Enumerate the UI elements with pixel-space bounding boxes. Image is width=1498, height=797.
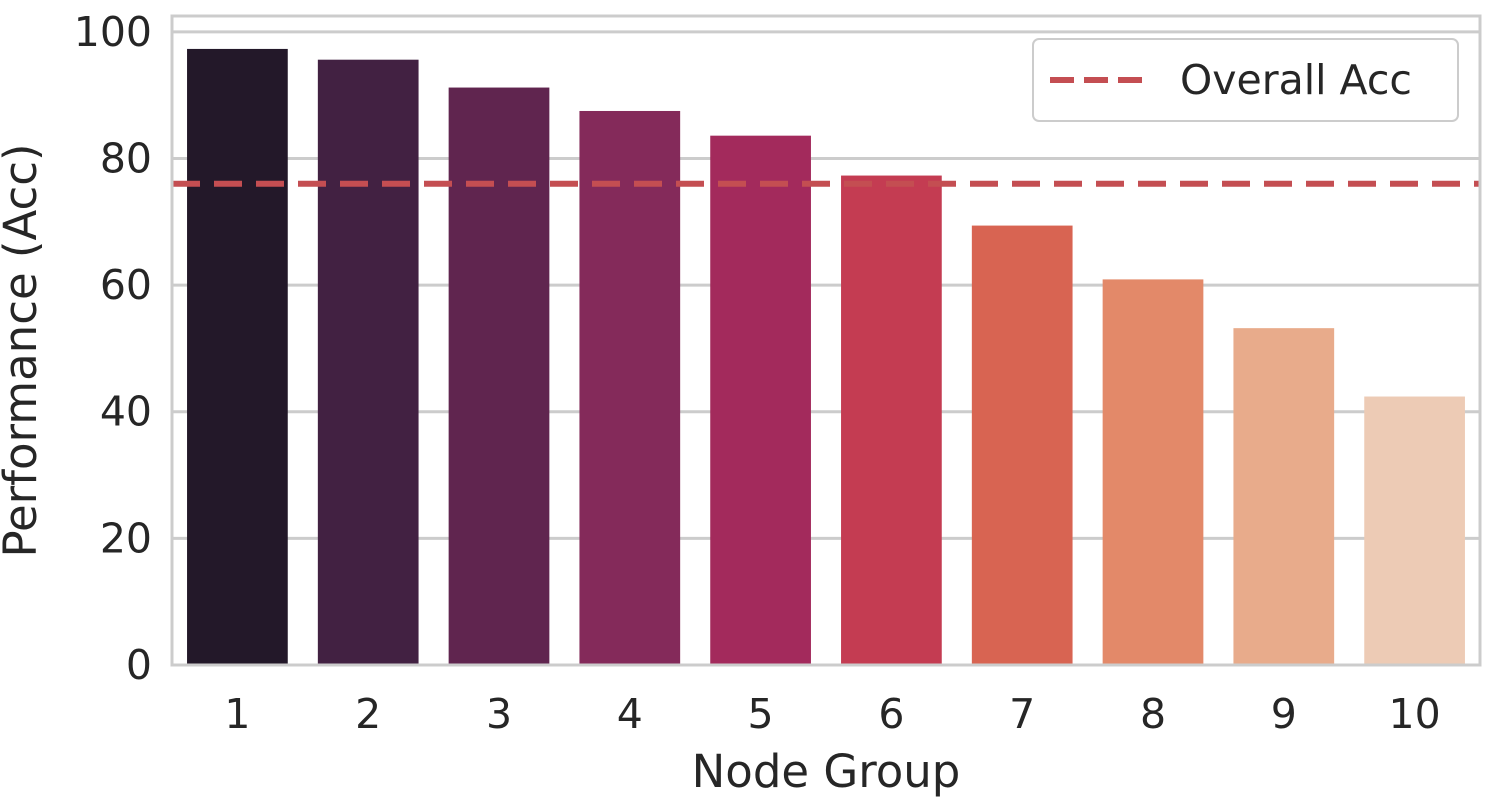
y-axis-label: Performance (Acc) [0, 143, 47, 557]
bar-group-8 [1102, 279, 1204, 665]
bar-group-4 [579, 110, 681, 666]
bar-group-10 [1364, 396, 1465, 665]
y-tick-label: 20 [100, 514, 152, 562]
y-tick-label: 60 [100, 261, 152, 309]
y-tick-labels: 0 20 40 60 80 100 [74, 8, 152, 689]
bar-group-6 [841, 175, 942, 665]
bar-group-1 [187, 48, 288, 666]
legend-label: Overall Acc [1180, 56, 1412, 104]
x-tick-label: 2 [355, 690, 381, 738]
bar-group-9 [1233, 328, 1335, 665]
x-tick-labels: 1 2 3 4 5 6 7 8 9 10 [224, 690, 1440, 738]
x-axis-label: Node Group [692, 745, 961, 797]
y-tick-label: 100 [74, 8, 152, 56]
x-tick-label: 3 [486, 690, 512, 738]
bar-group-2 [317, 59, 419, 665]
bars [187, 48, 1465, 666]
x-tick-label: 5 [748, 690, 774, 738]
x-tick-label: 4 [617, 690, 643, 738]
y-tick-label: 80 [100, 134, 152, 182]
legend: Overall Acc [1032, 38, 1459, 122]
x-tick-label: 1 [224, 690, 250, 738]
legend-box [1032, 38, 1459, 122]
x-tick-label: 6 [878, 690, 904, 738]
x-tick-label: 9 [1271, 690, 1297, 738]
y-tick-label: 40 [100, 388, 152, 436]
y-tick-label: 0 [126, 641, 152, 689]
bar-group-5 [710, 135, 811, 666]
bar-group-7 [971, 225, 1073, 665]
x-tick-label: 7 [1009, 690, 1035, 738]
bar-group-3 [448, 87, 550, 666]
plot-frame [170, 14, 1482, 667]
x-tick-label: 8 [1140, 690, 1166, 738]
x-tick-label: 10 [1389, 690, 1441, 738]
